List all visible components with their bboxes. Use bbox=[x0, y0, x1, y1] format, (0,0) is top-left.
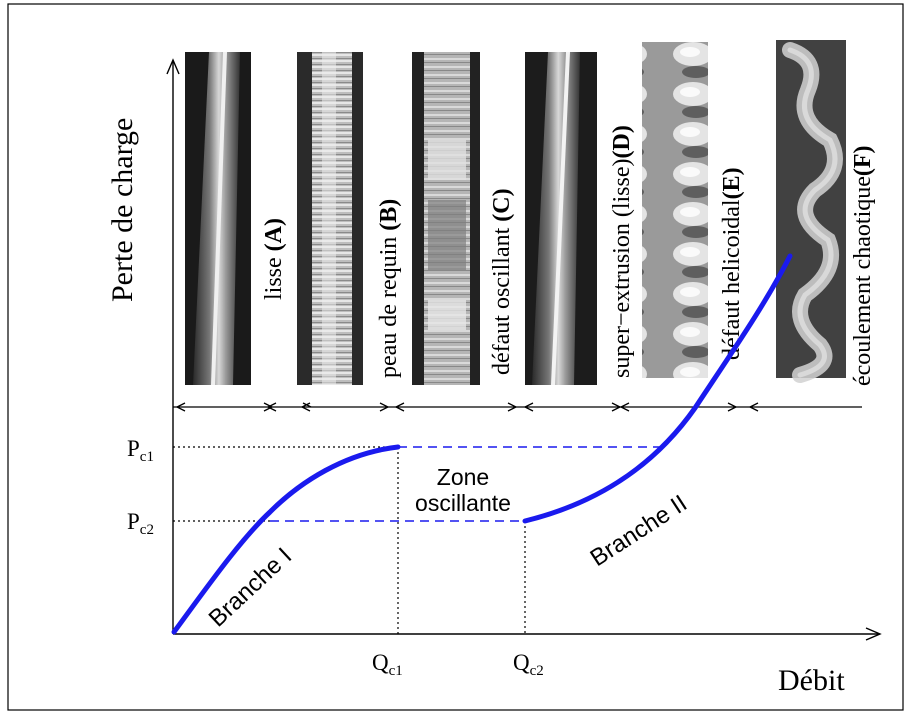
pc2-tick-label: Pc2 bbox=[127, 509, 154, 538]
dashed-transitions bbox=[270, 446, 665, 522]
y-axis-label: Perte de charge bbox=[106, 118, 139, 302]
regime-a-label: lisse (A) bbox=[261, 218, 287, 300]
qc2-tick-label: Qc2 bbox=[513, 650, 544, 679]
branch-i-label: Branche I bbox=[204, 543, 298, 633]
regime-f-label: écoulement chaotique(F) bbox=[850, 145, 876, 386]
x-axis bbox=[173, 627, 882, 641]
zone-label-line1: Zone bbox=[437, 464, 489, 490]
regime-e-label: défaut helicoidal(E) bbox=[719, 167, 745, 360]
branch-ii-curve bbox=[522, 253, 793, 524]
zone-label-line2: oscillante bbox=[415, 490, 511, 516]
dotted-guides bbox=[173, 446, 526, 634]
y-axis bbox=[166, 58, 180, 634]
x-axis-label: Débit bbox=[778, 664, 845, 697]
outer-border bbox=[7, 3, 904, 711]
strip-b-image bbox=[297, 52, 363, 385]
strip-f-image bbox=[776, 40, 846, 383]
strip-e-image bbox=[642, 42, 708, 378]
branch-i-curve bbox=[171, 444, 401, 635]
regime-range-bar bbox=[173, 402, 862, 412]
qc1-tick-label: Qc1 bbox=[372, 650, 403, 679]
strip-c-image bbox=[412, 52, 480, 385]
branch-ii-label: Branche II bbox=[586, 490, 692, 572]
regime-b-label: peau de requin (B) bbox=[376, 199, 402, 378]
strip-a-image bbox=[185, 52, 251, 385]
regime-c-label: défaut oscillant (C) bbox=[489, 188, 515, 375]
strip-d-image bbox=[525, 52, 597, 385]
pc1-tick-label: Pc1 bbox=[127, 436, 154, 465]
regime-d-label: super−extrusion (lisse)(D) bbox=[609, 125, 635, 378]
